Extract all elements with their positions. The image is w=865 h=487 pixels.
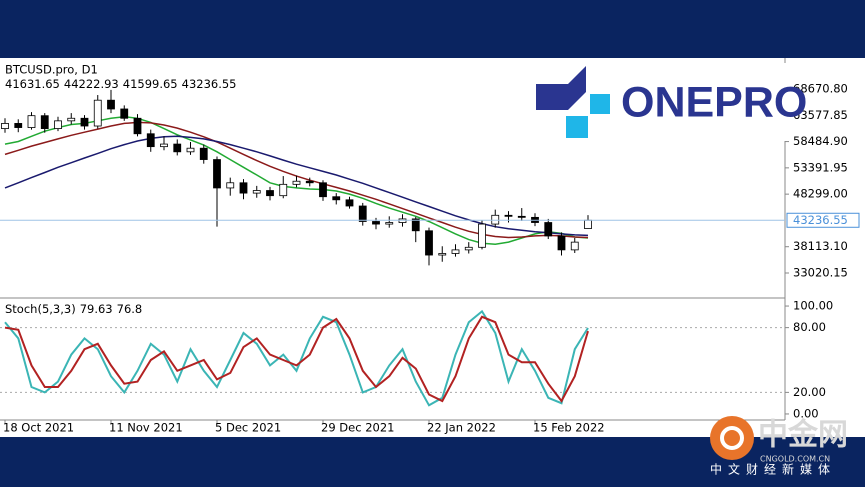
candle-body — [345, 199, 354, 207]
y-tick-label: 0.00 — [793, 406, 819, 420]
candle-body — [305, 180, 314, 184]
symbol-title: BTCUSD.pro, D1 — [5, 63, 98, 77]
candle-body — [438, 253, 447, 256]
x-tick-label: 22 Jan 2022 — [427, 421, 496, 435]
main-value: 79.63 — [80, 302, 113, 316]
x-tick-label: 18 Oct 2021 — [3, 421, 74, 435]
logo-text: ONEPRO — [621, 78, 807, 126]
open-value: 41631.65 — [5, 77, 60, 91]
watermark-icon — [710, 416, 754, 460]
candle-body — [93, 99, 102, 127]
candle-body — [160, 143, 168, 148]
candle-body — [80, 117, 89, 127]
price-label-box — [786, 212, 860, 228]
stoch-title: Stoch(5,3,3) 79.63 76.8 — [5, 302, 142, 316]
x-tick-label: 15 Feb 2022 — [533, 421, 605, 435]
candle-body — [292, 180, 301, 185]
candle-body — [319, 182, 327, 198]
candle-body — [120, 108, 129, 119]
candle-body — [252, 190, 261, 194]
high-value: 44222.93 — [64, 77, 119, 91]
y-tick-label: 68670.80 — [793, 81, 848, 95]
candle-body — [584, 219, 592, 229]
candle-body — [266, 190, 274, 197]
logo-shape — [536, 66, 586, 110]
candle-body — [54, 120, 62, 129]
candle-body — [67, 117, 76, 122]
y-tick-label: 80.00 — [793, 320, 826, 334]
candle-body — [133, 117, 142, 135]
y-tick-label: 48299.00 — [793, 187, 848, 201]
candle-body — [40, 115, 49, 129]
candle-body — [279, 183, 288, 197]
candle-body — [332, 196, 341, 201]
indicator-name: Stoch(5,3,3) — [5, 302, 76, 316]
logo: ONEPRO — [533, 63, 807, 141]
watermark: 中金网 CNGOLD.COM.CN 中文财经新媒体 — [710, 416, 848, 477]
top-band — [0, 0, 865, 58]
candle-body — [451, 249, 460, 254]
x-tick-label: 11 Nov 2021 — [109, 421, 183, 435]
candle-body — [14, 123, 23, 128]
candle-body — [199, 147, 208, 160]
candle-body — [464, 246, 473, 251]
candle-body — [517, 215, 526, 218]
candle-body — [557, 235, 566, 251]
candle-body — [27, 115, 36, 128]
watermark-site: CNGOLD.COM.CN — [760, 455, 830, 464]
moving-average — [4, 115, 589, 245]
logo-square — [566, 116, 588, 138]
y-tick-label: 63577.85 — [793, 108, 848, 122]
candle-body — [213, 159, 221, 189]
ohlc-readout: 41631.65 44222.93 41599.65 43236.55 — [5, 77, 237, 91]
candle-body — [173, 143, 182, 153]
y-tick-label: 33020.15 — [793, 265, 848, 279]
candle-body — [425, 230, 433, 256]
candle-body — [385, 222, 394, 225]
candle-body — [504, 214, 513, 217]
candle-body — [107, 99, 115, 110]
close-value: 43236.55 — [182, 77, 237, 91]
y-tick-label: 58484.90 — [793, 134, 848, 148]
stoch-line — [4, 315, 589, 403]
x-tick-label: 29 Dec 2021 — [321, 421, 394, 435]
y-tick-label: 53391.95 — [793, 160, 848, 174]
candle-body — [239, 182, 248, 194]
candle-body — [358, 205, 367, 222]
watermark-slogan: 中文财经新媒体 — [710, 462, 836, 477]
candle-body — [1, 123, 9, 129]
candle-body — [146, 133, 155, 148]
moving-average — [4, 135, 589, 237]
candle-body — [544, 222, 553, 237]
candle-body — [186, 147, 195, 153]
stoch-line — [4, 309, 589, 407]
price-label: 43236.55 — [793, 213, 848, 227]
candle-body — [478, 223, 486, 248]
low-value: 41599.65 — [123, 77, 178, 91]
candle-body — [226, 182, 235, 189]
candle-body — [372, 221, 380, 225]
y-tick-label: 38113.10 — [793, 239, 848, 253]
watermark-icon — [720, 426, 744, 450]
candle-body — [570, 241, 579, 251]
candle-body — [491, 214, 500, 225]
signal-value: 76.8 — [117, 302, 143, 316]
y-tick-label: 100.00 — [793, 299, 833, 313]
plot: 33020.15 38113.10 48299.00 53391.95 58484.90… — [0, 81, 860, 435]
watermark-name: 中金网 — [758, 418, 848, 453]
x-tick-label: 5 Dec 2021 — [215, 421, 281, 435]
candle-body — [411, 218, 420, 232]
y-tick-label: 20.00 — [793, 385, 826, 399]
logo-square — [590, 94, 610, 114]
